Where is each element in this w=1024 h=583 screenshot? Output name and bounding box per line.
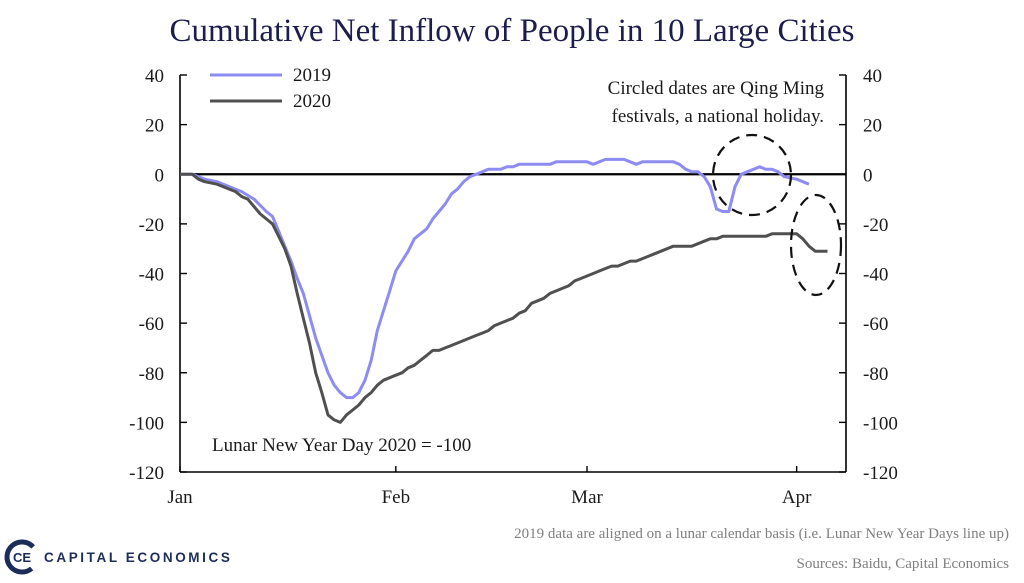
y-tick-label-left: -20	[139, 215, 164, 236]
y-tick-label-right: -80	[863, 364, 888, 385]
y-tick-label-right: 20	[863, 116, 882, 137]
y-axis-left: 40 20 0 -20 -40 -60 -80 -100 -120	[129, 66, 187, 484]
y-tick-label-right: -120	[863, 463, 898, 484]
y-tick-label-left: 40	[145, 66, 164, 87]
y-tick-label-left: -120	[129, 463, 164, 484]
y-tick-label-right: -40	[863, 265, 888, 286]
x-tick-label: Apr	[782, 487, 812, 508]
y-tick-label-right: 0	[863, 165, 873, 186]
sources-note: Sources: Baidu, Capital Economics	[797, 556, 1010, 572]
y-tick-label-right: -20	[863, 215, 888, 236]
holiday-annotation-line2: festivals, a national holiday.	[612, 106, 824, 127]
y-tick-label-left: -60	[139, 314, 164, 335]
y-tick-label-left: -80	[139, 364, 164, 385]
chart-title: Cumulative Net Inflow of People in 10 La…	[170, 13, 855, 49]
y-tick-label-left: -40	[139, 265, 164, 286]
legend-label-2019: 2019	[293, 65, 331, 86]
legend: 2019 2020	[210, 65, 331, 112]
legend-label-2020: 2020	[293, 91, 331, 112]
alignment-footnote: 2019 data are aligned on a lunar calenda…	[514, 526, 1009, 542]
logo-mark: CE	[13, 550, 31, 565]
series-line-2020	[180, 172, 828, 424]
x-tick-label: Feb	[382, 487, 411, 508]
x-axis: Jan Feb Mar Apr	[167, 466, 812, 508]
y-tick-label-left: 0	[155, 165, 165, 186]
capital-economics-logo: CE CAPITAL ECONOMICS	[4, 539, 232, 575]
y-axis-right: 40 20 0 -20 -40 -60 -80 -100 -120	[839, 66, 898, 484]
y-tick-label-right: -100	[863, 413, 898, 434]
y-tick-label-left: 20	[145, 116, 164, 137]
x-tick-label: Mar	[571, 487, 603, 508]
lunar-new-year-annotation: Lunar New Year Day 2020 = -100	[212, 435, 471, 456]
y-tick-label-right: -60	[863, 314, 888, 335]
qingming-circle-2019	[711, 133, 793, 217]
y-tick-label-right: 40	[863, 66, 882, 87]
logo-ring-icon	[4, 539, 40, 575]
holiday-annotation-line1: Circled dates are Qing Ming	[608, 78, 825, 99]
brand-name: CAPITAL ECONOMICS	[44, 550, 232, 565]
qingming-circle-2020	[789, 193, 843, 297]
x-tick-label: Jan	[167, 487, 193, 508]
y-tick-label-left: -100	[129, 413, 164, 434]
series-line-2019	[180, 157, 810, 400]
